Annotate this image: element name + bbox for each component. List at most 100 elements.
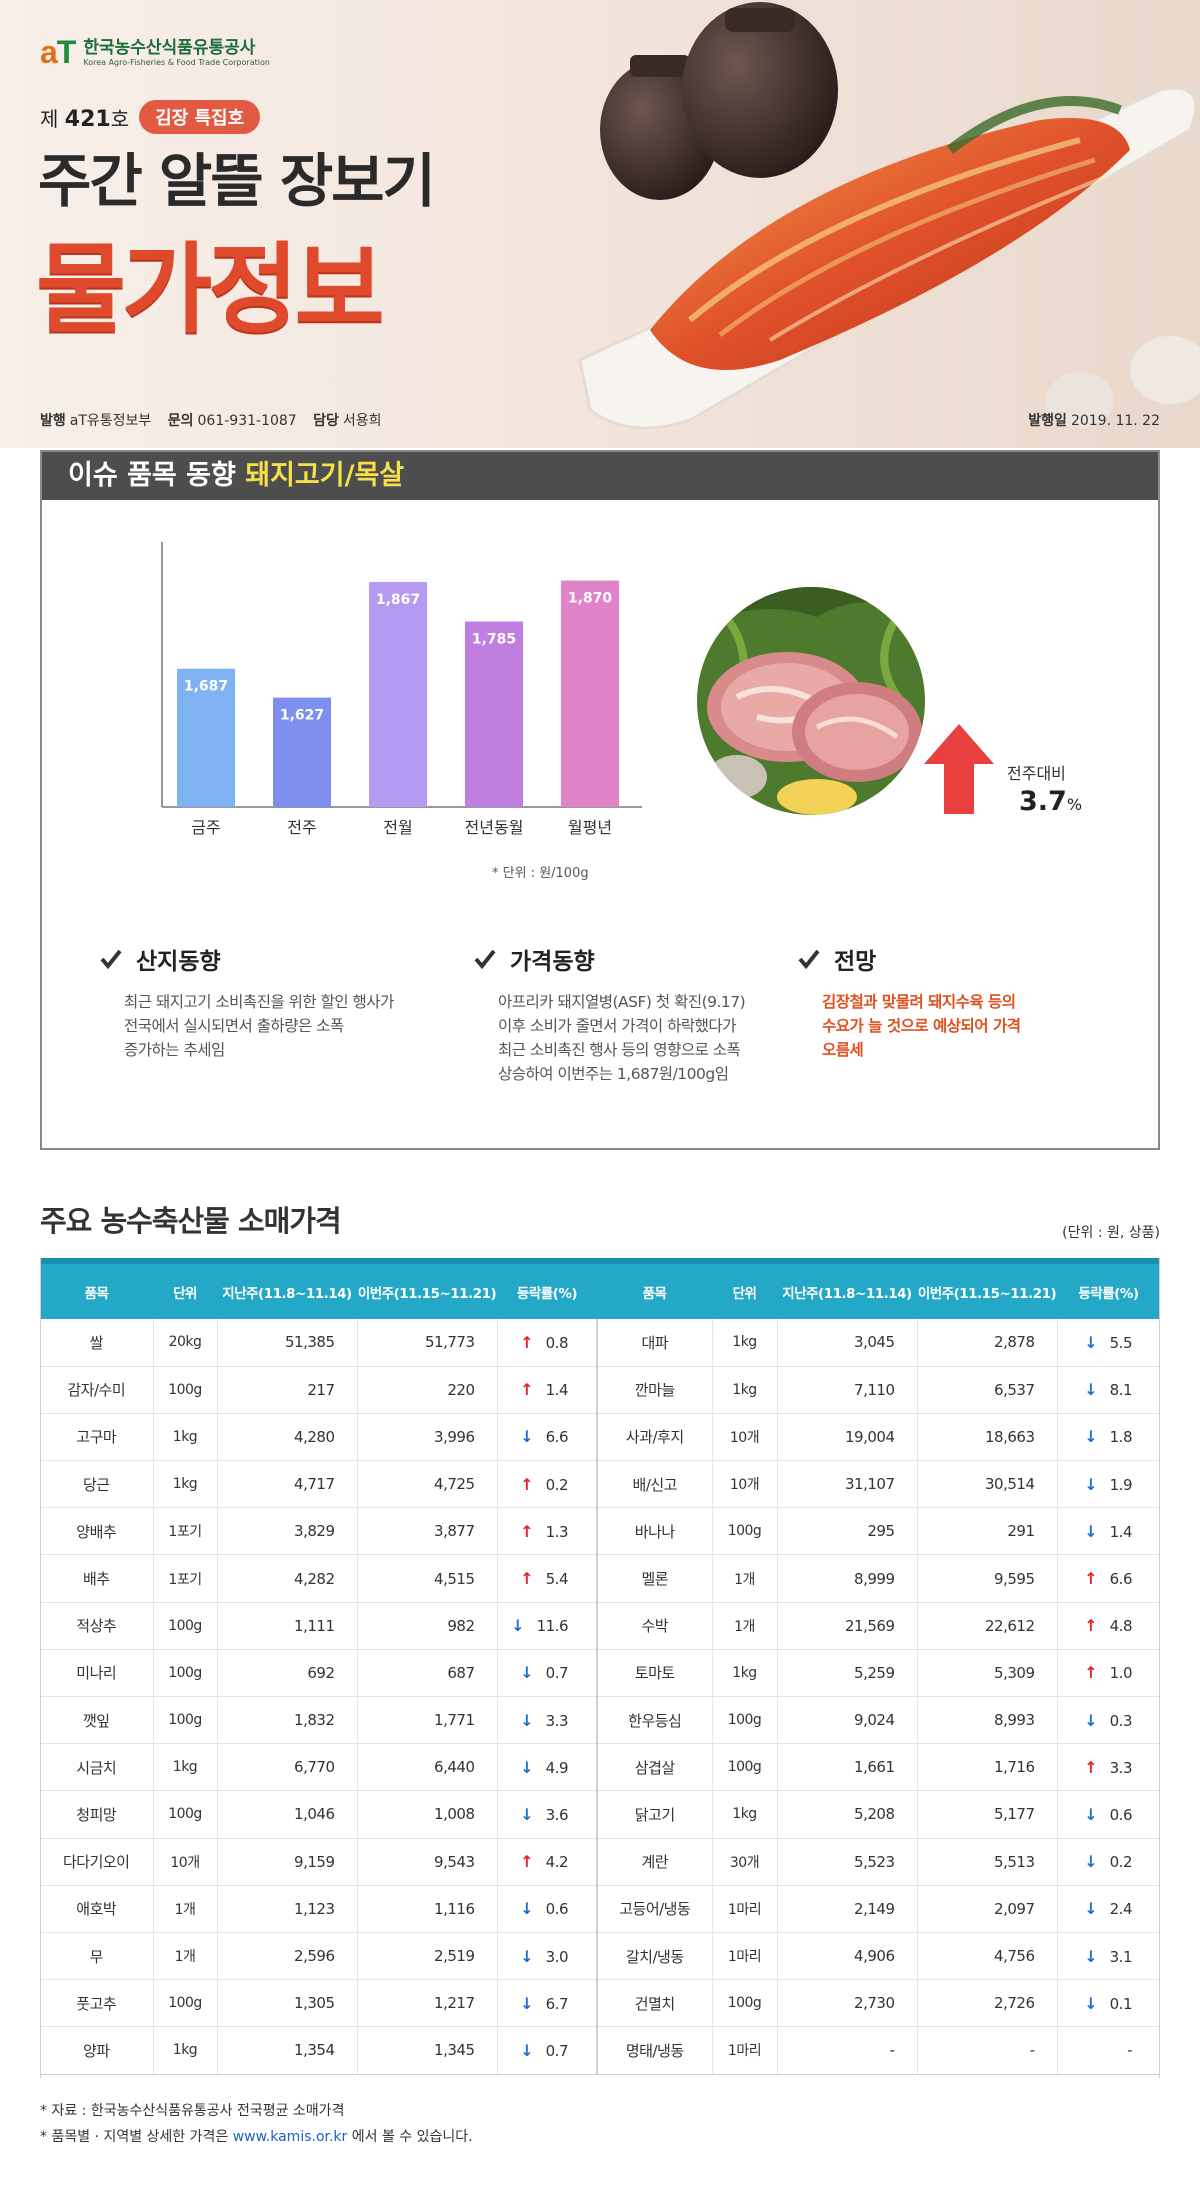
this-week-price: 2,878 (917, 1319, 1058, 1367)
item-name: 토마토 (596, 1649, 713, 1698)
check-icon (474, 949, 496, 970)
change-rate-value: 0.7 (545, 1664, 569, 1683)
this-week-price: 1,771 (357, 1696, 498, 1745)
item-name: 삼겹살 (596, 1743, 713, 1792)
this-week-price: 8,993 (917, 1696, 1058, 1745)
change-rate-value: 5.5 (1109, 1333, 1133, 1352)
this-week-price: 4,515 (357, 1554, 498, 1603)
this-week-price: 687 (357, 1649, 498, 1698)
item-name: 멜론 (596, 1554, 713, 1603)
detail-note: * 품목별 · 지역별 상세한 가격은 www.kamis.or.kr 에서 볼… (40, 2129, 473, 2145)
issue-item-section: 이슈 품목 동향 돼지고기/목살 1,687 금주 1,627 전주 1,867 전월 1,… (40, 450, 1160, 1150)
last-week-price: 1,123 (217, 1885, 358, 1933)
arrow-up-icon: ↑ (520, 1474, 534, 1494)
this-week-price: 6,537 (917, 1366, 1058, 1414)
arrow-down-icon: ↓ (1084, 1852, 1098, 1872)
pork-price-bar-chart: 1,687 금주 1,627 전주 1,867 전월 1,785 전년동월 1,870 월평년 (161, 542, 642, 837)
table-row: 깻잎 100g 1,832 1,771 ↓ 3.3 한우등심 100g 9,024 8,993 ↓ 0… (40, 1696, 1160, 1745)
this-week-price: 30,514 (917, 1460, 1058, 1509)
item-name: 건멸치 (596, 1979, 713, 2028)
arrow-up-icon: ↑ (1084, 1757, 1098, 1777)
trend-title: 전망 (834, 949, 877, 975)
chart-data-label: 1,870 (568, 591, 613, 607)
item-name: 미나리 (40, 1649, 154, 1698)
item-unit: 1포기 (153, 1507, 218, 1556)
change-rate: ↓ 3.6 (497, 1790, 598, 1839)
col-header: 단위 (153, 1258, 217, 1319)
col-header: 등락률(%) (497, 1258, 597, 1319)
change-rate-value: 0.6 (1109, 1805, 1133, 1824)
chart-data-label: 1,687 (184, 679, 228, 695)
publish-date: 발행일 2019. 11. 22 (1028, 413, 1160, 429)
item-name: 배추 (40, 1554, 154, 1603)
change-rate: - (1057, 2026, 1160, 2075)
this-week-price: 982 (357, 1602, 498, 1650)
header-banner: aT 한국농수산식품유통공사 Korea Agro-Fisheries & Fo… (0, 0, 1200, 448)
item-name: 바나나 (596, 1507, 713, 1556)
chart-category-label: 월평년 (568, 818, 612, 837)
arrow-down-icon: ↓ (1084, 1993, 1098, 2013)
price-section-title: 주요 농수축산물 소매가격 (40, 1204, 342, 1238)
table-row: 고구마 1kg 4,280 3,996 ↓ 6.6 사과/후지 10개 19,004 18,663… (40, 1413, 1160, 1462)
item-unit: 100g (153, 1979, 218, 2028)
change-rate: ↓ 1.8 (1057, 1413, 1160, 1462)
item-name: 애호박 (40, 1885, 154, 1933)
item-name: 양파 (40, 2026, 154, 2075)
table-row: 풋고추 100g 1,305 1,217 ↓ 6.7 건멸치 100g 2,730 2,726 ↓ 0… (40, 1979, 1160, 2028)
chart-category-label: 전주 (287, 818, 316, 837)
item-name: 무 (40, 1932, 154, 1981)
this-week-price: 18,663 (917, 1413, 1058, 1462)
trend-body: 아프리카 돼지열병(ASF) 첫 확진(9.17) 이후 소비가 줄면서 가격이 … (498, 993, 746, 1083)
wow-value: 3.7% (1019, 786, 1083, 817)
chart-bar (273, 697, 331, 807)
change-rate-value: 4.9 (545, 1758, 569, 1777)
change-rate: ↓ 0.2 (1057, 1838, 1160, 1886)
item-unit: 100g (153, 1366, 218, 1414)
change-rate-value: 1.0 (1109, 1664, 1133, 1683)
change-rate: ↓ 1.4 (1057, 1507, 1160, 1556)
last-week-price: 4,280 (217, 1413, 358, 1462)
item-name: 풋고추 (40, 1979, 154, 2028)
week-over-week-change: 전주대비 3.7% (1007, 760, 1082, 817)
change-rate-value: 11.6 (536, 1617, 569, 1636)
this-week-price: 4,756 (917, 1932, 1058, 1981)
last-week-price: 5,208 (777, 1790, 918, 1839)
change-rate-value: 8.1 (1109, 1381, 1133, 1400)
table-header-row: 품목 단위 지난주(11.8~11.14) 이번주(11.15~11.21) 등… (40, 1258, 1160, 1319)
change-rate: ↑ 6.6 (1057, 1554, 1160, 1603)
last-week-price: 1,832 (217, 1696, 358, 1745)
col-header: 등락률(%) (1057, 1258, 1160, 1319)
org-name-ko: 한국농수산식품유통공사 (83, 37, 256, 58)
change-rate: ↓ 0.6 (1057, 1790, 1160, 1839)
table-row: 다다기오이 10개 9,159 9,543 ↑ 4.2 계란 30개 5,523 5,513 ↓ 0.… (40, 1838, 1160, 1886)
table-row: 시금치 1kg 6,770 6,440 ↓ 4.9 삼겹살 100g 1,661 1,716 ↑ 3.… (40, 1743, 1160, 1792)
at-logo[interactable]: aT 한국농수산식품유통공사 Korea Agro-Fisheries & Fo… (40, 34, 270, 71)
change-rate-value: 3.0 (545, 1947, 569, 1966)
item-unit: 1마리 (712, 1885, 778, 1933)
last-week-price: 5,259 (777, 1649, 918, 1698)
col-header: 이번주(11.15~11.21) (917, 1258, 1057, 1319)
change-rate-value: 4.8 (1109, 1617, 1133, 1636)
table-row: 애호박 1개 1,123 1,116 ↓ 0.6 고등어/냉동 1마리 2,149 2,097 ↓ 2… (40, 1885, 1160, 1933)
arrow-down-icon: ↓ (520, 1804, 534, 1824)
item-unit: 1개 (712, 1602, 778, 1650)
page-title-big: 물가정보 (36, 233, 385, 347)
item-name: 고등어/냉동 (596, 1885, 713, 1933)
page-title: 주간 알뜰 장보기 (38, 147, 436, 215)
source-note: * 자료 : 한국농수산식품유통공사 전국평균 소매가격 (40, 2103, 345, 2119)
arrow-down-icon: ↓ (520, 1663, 534, 1683)
footer-notes: * 자료 : 한국농수산식품유통공사 전국평균 소매가격 * 품목별 · 지역별… (40, 2098, 473, 2150)
this-week-price: 2,097 (917, 1885, 1058, 1933)
change-rate: ↓ 6.6 (497, 1413, 598, 1462)
chart-category-label: 금주 (191, 818, 220, 837)
item-name: 시금치 (40, 1743, 154, 1792)
change-rate: ↑ 1.3 (497, 1507, 598, 1556)
item-name: 당근 (40, 1460, 154, 1509)
arrow-down-icon: ↓ (511, 1616, 525, 1636)
change-rate: ↓ 4.9 (497, 1743, 598, 1792)
kamis-link[interactable]: www.kamis.or.kr (232, 2129, 348, 2145)
last-week-price: 8,999 (777, 1554, 918, 1603)
last-week-price: 692 (217, 1649, 358, 1698)
arrow-down-icon: ↓ (520, 1899, 534, 1919)
arrow-up-icon: ↑ (520, 1380, 534, 1400)
